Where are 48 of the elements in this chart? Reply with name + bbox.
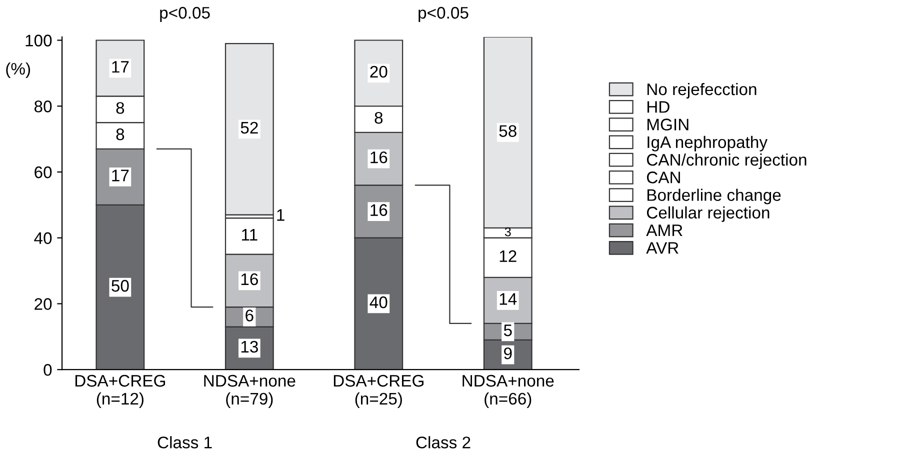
y-axis-title: (%) <box>6 62 30 78</box>
legend-label: IgA nephropathy <box>648 136 768 152</box>
text: Class 1 <box>158 436 212 448</box>
x-tick-label: NDSA+none (n=66) <box>462 374 554 408</box>
legend-label: AVR <box>646 242 678 254</box>
data-label: 8 <box>116 128 124 140</box>
y-tick-label: 80 <box>34 100 52 112</box>
x-tick-label: DSA+CREG (n=25) <box>334 374 424 408</box>
legend-label: MGIN <box>648 118 688 130</box>
data-label: 16 <box>370 151 388 164</box>
data-label: 1 <box>277 209 284 221</box>
data-label: 3 <box>504 227 511 236</box>
x-tick-label: DSA+CREG (n=12) <box>75 374 166 408</box>
data-label: 58 <box>499 125 516 137</box>
text: Class 2 <box>416 436 470 448</box>
data-label: 50 <box>112 280 129 292</box>
y-tick-label: 0 <box>44 364 52 376</box>
text: p<0.05 <box>418 6 468 22</box>
data-label: 6 <box>246 310 254 322</box>
y-tick-label: 60 <box>34 166 52 178</box>
data-label: 16 <box>370 204 388 216</box>
legend-label: Cellular rejection <box>646 206 770 222</box>
data-label: 14 <box>500 293 517 305</box>
legend-label: AMR <box>646 224 682 236</box>
data-label: 17 <box>112 170 129 182</box>
data-label: 52 <box>240 122 258 134</box>
y-tick-label: 20 <box>34 298 52 310</box>
legend-label: CAN/chronic rejection <box>646 153 806 170</box>
legend-label: Borderline change <box>648 188 781 204</box>
data-label: 40 <box>370 296 388 308</box>
data-label: 8 <box>374 112 383 124</box>
legend-label: No rejefecction <box>648 82 756 99</box>
legend-label: HD <box>648 101 670 113</box>
legend-label: CAN <box>646 172 680 184</box>
y-tick-label: 100 <box>26 34 52 46</box>
x-tick-label: NDSA+none (n=79) <box>204 374 296 408</box>
data-label: 11 <box>242 229 258 241</box>
data-label: 16 <box>241 273 258 286</box>
text: p<0.05 <box>160 6 210 22</box>
data-label: 17 <box>112 61 129 73</box>
bar <box>224 42 274 216</box>
data-label: 5 <box>504 324 512 336</box>
data-label: 8 <box>116 102 124 114</box>
y-tick-label: 40 <box>34 232 52 244</box>
data-label: 20 <box>370 66 388 78</box>
data-label: 9 <box>504 347 512 360</box>
data-label: 12 <box>500 250 516 262</box>
data-label: 13 <box>241 340 258 353</box>
